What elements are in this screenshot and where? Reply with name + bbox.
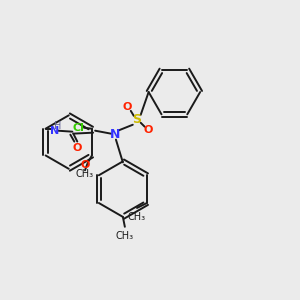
Text: O: O <box>122 102 131 112</box>
Text: N: N <box>110 128 120 141</box>
Text: O: O <box>73 142 82 152</box>
Text: Cl: Cl <box>72 123 84 133</box>
Text: CH₃: CH₃ <box>116 231 134 241</box>
Text: H: H <box>54 121 61 131</box>
Text: O: O <box>144 125 153 135</box>
Text: S: S <box>132 113 141 126</box>
Text: O: O <box>80 160 90 170</box>
Text: CH₃: CH₃ <box>128 212 146 222</box>
Text: CH₃: CH₃ <box>76 169 94 179</box>
Text: N: N <box>50 126 59 136</box>
